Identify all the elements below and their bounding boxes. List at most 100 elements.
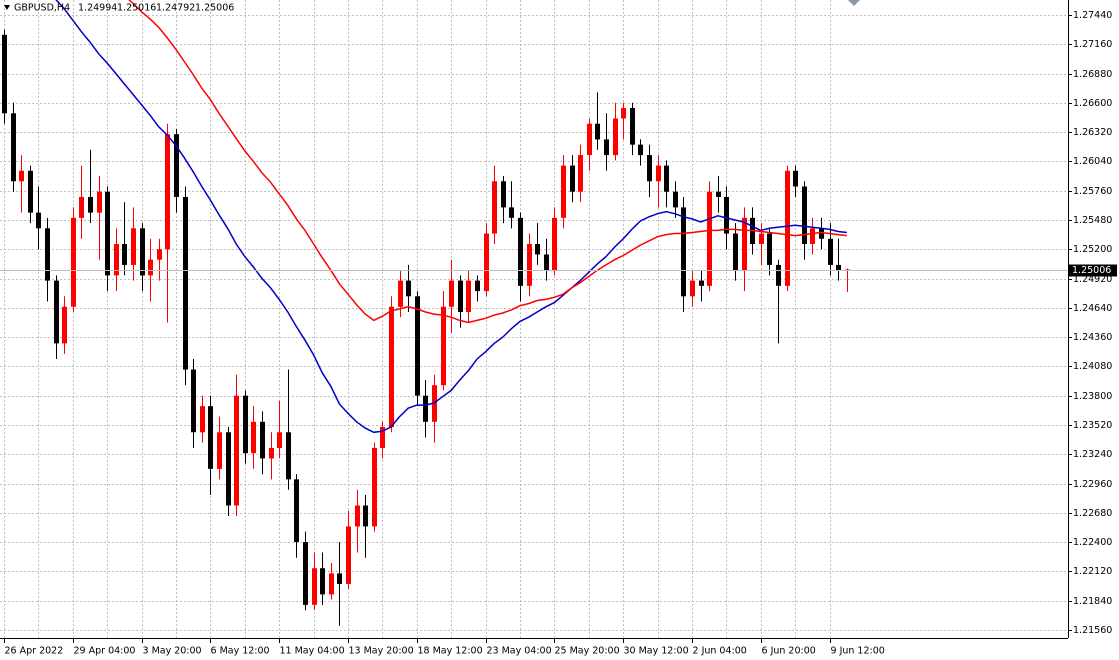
candle-body — [320, 568, 325, 595]
candle-body — [217, 432, 222, 469]
candle-body — [337, 573, 342, 584]
x-tick-label: 13 May 20:00 — [349, 646, 414, 657]
candle-body — [707, 191, 712, 286]
candle-body — [191, 369, 196, 433]
candle-body — [355, 505, 360, 527]
candle-body — [183, 196, 188, 370]
x-tick-label: 25 May 20:00 — [555, 646, 620, 657]
candle-body — [656, 165, 661, 182]
candle-body — [363, 505, 368, 527]
candle-body — [148, 259, 153, 276]
candle-body — [690, 280, 695, 297]
x-tick-label: 30 May 12:00 — [624, 646, 689, 657]
candle-body — [595, 123, 600, 140]
candle-body — [329, 573, 334, 595]
moving-average-line — [128, 0, 847, 324]
candle-body — [140, 228, 145, 276]
header-open: 1.24994 — [78, 3, 117, 14]
candle-body — [716, 191, 721, 197]
candle-body — [492, 181, 497, 234]
price-label: 1.25006 — [1072, 265, 1111, 276]
y-tick-label: 1.27440 — [1073, 10, 1112, 21]
candle-body — [733, 233, 738, 271]
candle-body — [458, 280, 463, 312]
candle-body — [286, 432, 291, 480]
candle-body — [441, 306, 446, 386]
candle-body — [484, 233, 489, 292]
candle-body — [79, 196, 84, 218]
candle-body — [208, 406, 213, 469]
candle-body — [303, 542, 308, 605]
candle-body — [699, 280, 704, 286]
candle-body — [673, 191, 678, 208]
candle-body — [647, 155, 652, 182]
chart-shift-marker — [848, 0, 860, 6]
candle-body — [638, 144, 643, 156]
candle-body — [819, 228, 824, 239]
candle-body — [312, 568, 317, 605]
candle-body — [71, 217, 76, 307]
y-tick-label: 1.26880 — [1073, 69, 1112, 80]
moving-average-line — [55, 0, 847, 434]
candle-body — [785, 170, 790, 286]
candle-body — [131, 228, 136, 265]
candle-body — [587, 123, 592, 156]
candle-body — [681, 207, 686, 297]
candle-body — [105, 191, 110, 276]
candle-body — [742, 217, 747, 271]
y-tick-label: 1.21840 — [1073, 596, 1112, 607]
candle-body — [793, 170, 798, 187]
candle-body — [767, 233, 772, 265]
candle-body — [54, 280, 59, 344]
y-tick-label: 1.23240 — [1073, 449, 1112, 460]
x-tick-label: 11 May 04:00 — [280, 646, 345, 657]
candle-body — [810, 228, 815, 245]
x-tick-label: 29 Apr 04:00 — [74, 646, 136, 657]
header: GBPUSD,H4 1.24994 1.25016 1.24792 1.2500… — [4, 3, 234, 14]
header-arrow — [4, 5, 10, 10]
candle-body — [518, 217, 523, 286]
candle-body — [165, 134, 170, 250]
candle-body — [501, 181, 506, 208]
y-tick-label: 1.24640 — [1073, 303, 1112, 314]
y-tick-label: 1.24920 — [1073, 274, 1112, 285]
y-tick-label: 1.25760 — [1073, 186, 1112, 197]
y-tick-label: 1.21560 — [1073, 625, 1112, 636]
x-tick-label: 6 Jun 20:00 — [762, 646, 816, 657]
candle-body — [260, 421, 265, 459]
candle-body — [346, 526, 351, 584]
candle-body — [251, 421, 256, 454]
symbol: GBPUSD,H4 — [14, 3, 70, 14]
candle-body — [724, 196, 729, 234]
y-tick-label: 1.27160 — [1073, 39, 1112, 50]
candle-body — [570, 165, 575, 192]
x-tick-label: 9 Jun 12:00 — [831, 646, 885, 657]
candle-body — [157, 249, 162, 260]
candle-body — [664, 165, 669, 192]
y-tick-label: 1.22680 — [1073, 508, 1112, 519]
candle-body — [621, 108, 626, 119]
y-tick-label: 1.22400 — [1073, 537, 1112, 548]
candle-body — [535, 244, 540, 255]
y-tick-label: 1.26320 — [1073, 127, 1112, 138]
plot-area — [0, 0, 1068, 626]
x-tick-label: 26 Apr 2022 — [5, 646, 64, 657]
candle-body — [406, 280, 411, 297]
candle-body — [776, 264, 781, 286]
x-tick-label: 2 Jun 04:00 — [693, 646, 747, 657]
candle-body — [269, 447, 274, 459]
candle-body — [200, 406, 205, 433]
candle-body — [372, 447, 377, 527]
candle-body — [114, 244, 119, 276]
x-tick-label: 6 May 12:00 — [211, 646, 270, 657]
y-tick-label: 1.26600 — [1073, 98, 1112, 109]
y-tick-label: 1.23800 — [1073, 391, 1112, 402]
header-high: 1.25016 — [117, 3, 156, 14]
y-tick-label: 1.23520 — [1073, 420, 1112, 431]
candle-body — [544, 254, 549, 271]
candle-body — [19, 170, 24, 182]
candle-body — [561, 165, 566, 218]
header-low: 1.24792 — [156, 3, 195, 14]
